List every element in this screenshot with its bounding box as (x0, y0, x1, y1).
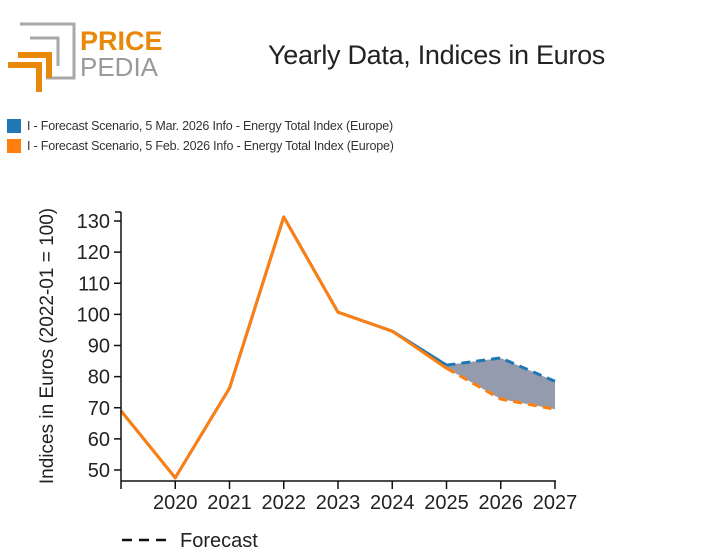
x-tick-label: 2021 (207, 492, 252, 514)
x-tick-label: 2022 (262, 492, 307, 514)
x-tick-label: 2027 (533, 492, 578, 514)
y-axis-title-group: Indices in Euros (2022-01 = 100) (37, 208, 58, 484)
series-0-forecast-line (446, 356, 556, 383)
forecast-legend: Forecast (122, 530, 258, 552)
legend-swatch-mar (7, 119, 21, 133)
series-lines (119, 215, 556, 480)
y-tick-label: 100 (77, 304, 110, 326)
legend-item-mar[interactable]: I - Forecast Scenario, 5 Mar. 2026 Info … (7, 119, 393, 133)
y-tick-label: 60 (88, 429, 110, 451)
y-tick-label: 110 (78, 273, 110, 295)
forecast-band (446, 357, 555, 410)
legend-label-feb: I - Forecast Scenario, 5 Feb. 2026 Info … (27, 139, 394, 153)
x-tick-label: 2020 (153, 492, 198, 514)
logo-price: PRICE (80, 26, 163, 56)
logo-arrow-icon (8, 62, 42, 92)
legend-label-mar: I - Forecast Scenario, 5 Mar. 2026 Info … (27, 119, 394, 133)
chart-title: Yearly Data, Indices in Euros (268, 40, 605, 70)
logo-inner-frame-icon (30, 36, 60, 66)
y-tick-label: 70 (88, 398, 110, 420)
axes: 50 60 70 80 90 100 110 120 130 2020 2021 2022 2023 20… (77, 211, 578, 514)
x-tick-label: 2026 (479, 492, 524, 514)
series-1-historical-line (119, 215, 448, 480)
y-tick-label: 80 (88, 367, 110, 389)
y-tick-label: 120 (77, 242, 110, 264)
x-tick-label: 2023 (316, 492, 361, 514)
logo-pedia: PEDIA (80, 52, 159, 82)
x-tick-label: 2024 (370, 492, 415, 514)
legend-swatch-feb (7, 139, 21, 153)
forecast-label: Forecast (180, 530, 258, 552)
y-tick-label: 130 (77, 211, 110, 233)
series-0-historical-line (119, 215, 448, 480)
y-tick-label: 90 (88, 336, 110, 358)
pricepedia-logo: PRICE PEDIA (8, 22, 163, 92)
y-axis-title: Indices in Euros (2022-01 = 100) (37, 208, 58, 484)
legend-item-feb[interactable]: I - Forecast Scenario, 5 Feb. 2026 Info … (7, 139, 394, 153)
logo-arrow2-icon (18, 52, 52, 78)
forecast-band-area (446, 357, 555, 410)
logo-frame-icon (20, 22, 76, 80)
y-tick-label: 50 (88, 460, 110, 482)
x-tick-label: 2025 (424, 492, 469, 514)
